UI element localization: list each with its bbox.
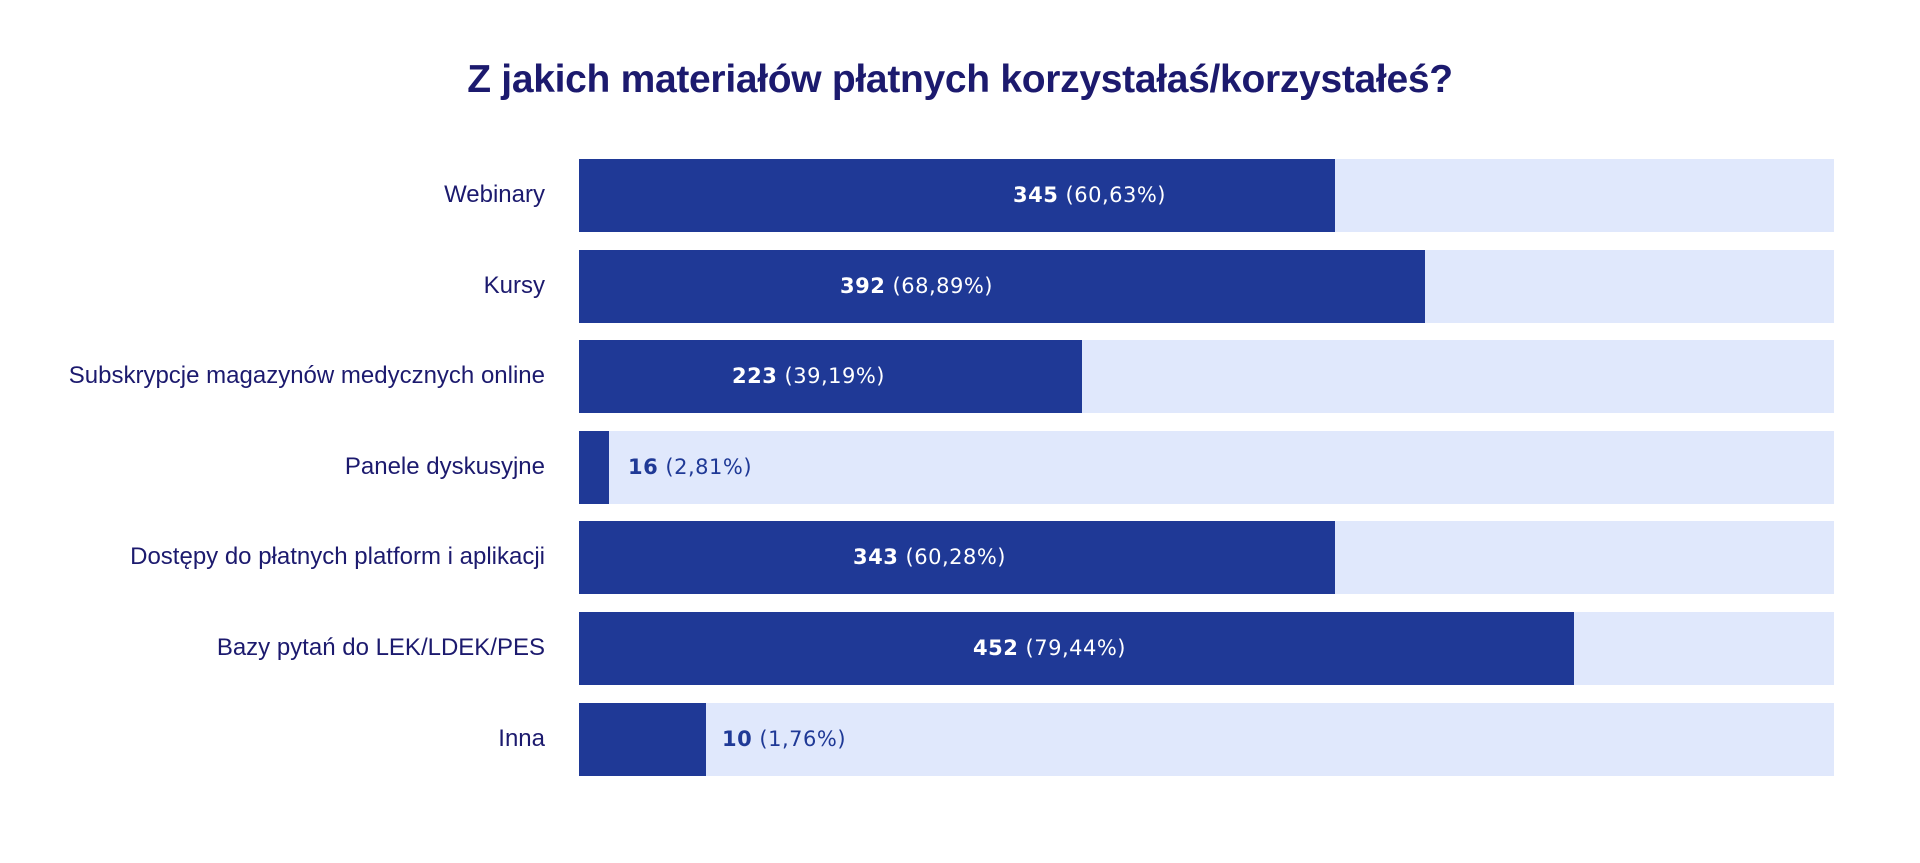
- value-percent: (68,89%): [892, 273, 993, 298]
- bar: [579, 430, 610, 504]
- value-percent: (2,81%): [665, 454, 753, 479]
- value-label: 10 (1,76%): [722, 703, 846, 776]
- category-label: Dostępy do płatnych platform i aplikacji: [130, 543, 545, 571]
- value-label: 345 (60,63%): [1013, 159, 1166, 232]
- category-label: Subskrypcje magazynów medycznych online: [68, 362, 545, 390]
- category-label: Kursy: [483, 271, 545, 299]
- bar-track: 223 (39,19%): [579, 340, 1834, 414]
- value-percent: (60,28%): [905, 545, 1006, 570]
- chart-title: Z jakich materiałów płatnych korzystałaś…: [467, 58, 1453, 101]
- bar: [579, 702, 706, 776]
- bar: [579, 521, 1335, 595]
- value-percent: (1,76%): [759, 726, 847, 751]
- value-count: 343: [853, 545, 899, 570]
- bar: [579, 340, 1083, 414]
- value-percent: (79,44%): [1025, 636, 1126, 660]
- value-label: 343 (60,28%): [853, 521, 1006, 594]
- category-label: Webinary: [444, 181, 545, 208]
- category-label: Bazy pytań do LEK/LDEK/PES: [216, 634, 545, 661]
- value-percent: (39,19%): [784, 364, 885, 389]
- value-label: 392 (68,89%): [840, 250, 993, 323]
- bar: [579, 249, 1425, 323]
- bar-track: 10 (1,76%): [579, 702, 1834, 776]
- category-label: Panele dyskusyjne: [344, 452, 545, 480]
- value-count: 223: [732, 364, 778, 389]
- value-percent: (60,63%): [1065, 183, 1166, 207]
- value-count: 16: [628, 454, 659, 479]
- bar-track: 392 (68,89%): [579, 249, 1834, 323]
- value-count: 345: [1013, 183, 1059, 207]
- bar: [579, 159, 1335, 232]
- value-label: 16 (2,81%): [628, 431, 752, 504]
- bar-track: 343 (60,28%): [579, 521, 1834, 595]
- bar-track: 345 (60,63%): [579, 159, 1834, 232]
- value-label: 223 (39,19%): [732, 340, 885, 413]
- bar-track: 16 (2,81%): [579, 430, 1834, 504]
- value-count: 452: [973, 636, 1019, 660]
- value-count: 10: [722, 726, 753, 751]
- bar-track: 452 (79,44%): [579, 612, 1834, 685]
- value-count: 392: [840, 273, 886, 298]
- value-label: 452 (79,44%): [973, 612, 1126, 685]
- category-label: Inna: [498, 724, 545, 752]
- bar: [579, 612, 1575, 685]
